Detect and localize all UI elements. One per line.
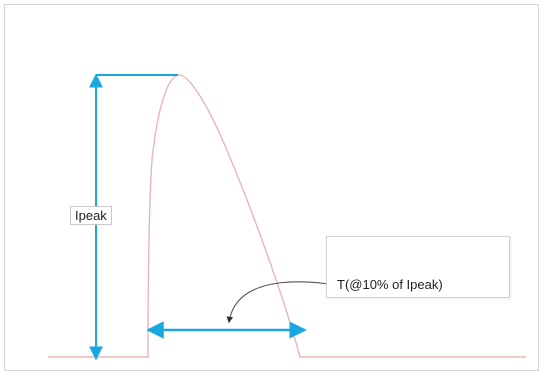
callout-pointer-arrow — [226, 281, 330, 324]
pulse-width-label: T(@10% of Ipeak) — [337, 277, 443, 292]
pulse-curve — [48, 74, 526, 358]
ipeak-label: Ipeak — [70, 206, 112, 225]
pulse-width-callout: T(@10% of Ipeak) — [326, 236, 510, 298]
